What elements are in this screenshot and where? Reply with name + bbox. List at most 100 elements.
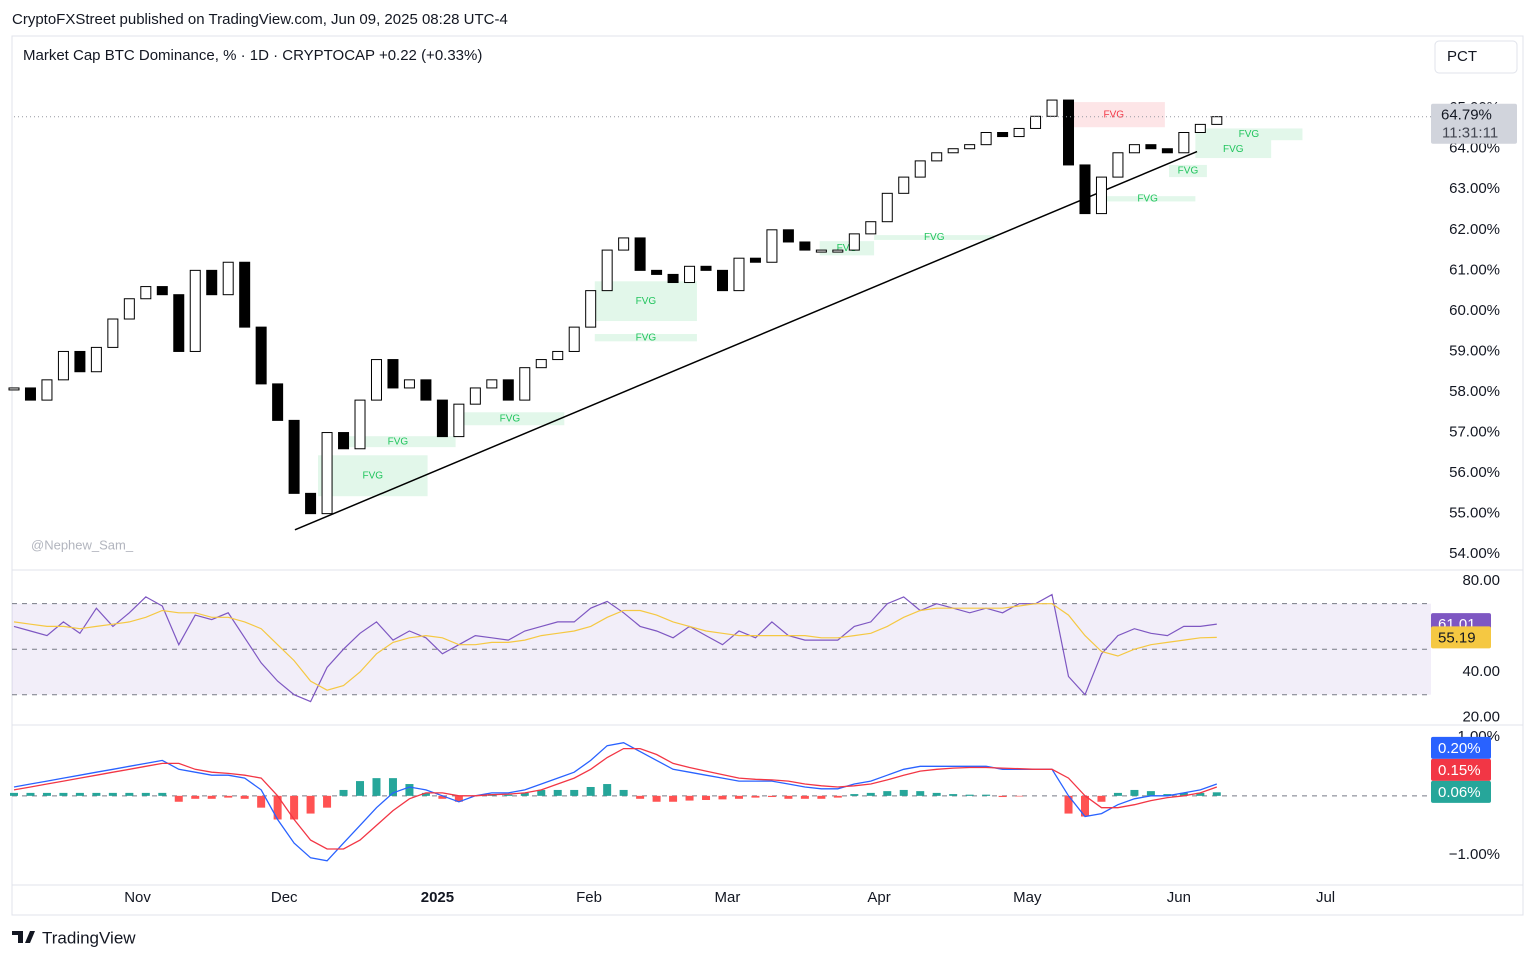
publish-header: CryptoFXStreet published on TradingView.… [12, 11, 508, 28]
y-tick-label: 58.00% [1449, 383, 1500, 400]
macd-line [13, 742, 1218, 862]
candle [651, 269, 663, 275]
fvg-label: FVG [1223, 144, 1244, 155]
histogram-bar [1130, 789, 1139, 796]
histogram-bar [125, 792, 134, 796]
fvg-label: FVG [636, 296, 657, 307]
histogram-bar [883, 791, 892, 796]
macd-line [13, 747, 1218, 850]
candle [568, 326, 580, 352]
histogram-bar [603, 784, 612, 796]
candle [865, 221, 877, 235]
histogram-bar [636, 795, 645, 799]
candle [898, 176, 910, 194]
candle [90, 346, 102, 373]
histogram-bar [718, 795, 727, 800]
candle [502, 379, 514, 401]
candle [848, 233, 860, 251]
macd-value-badge: 0.20% [1438, 740, 1481, 757]
last-price-bg [1431, 103, 1517, 144]
candle [8, 387, 20, 391]
tradingview-logo [12, 931, 35, 943]
fvg-label: FVG [362, 470, 383, 481]
histogram-bar [207, 795, 216, 799]
scale-button-label[interactable]: PCT [1447, 48, 1477, 65]
histogram-bar [652, 795, 661, 802]
candle [815, 249, 827, 253]
candle [338, 432, 350, 450]
histogram-bar [1196, 792, 1205, 796]
histogram-bar [619, 789, 628, 796]
candle [997, 132, 1009, 138]
macd-value-badge: 0.15% [1438, 762, 1481, 779]
candle [305, 492, 317, 515]
histogram-bar [59, 792, 68, 796]
scale-button[interactable] [1434, 40, 1518, 74]
histogram-bar [306, 795, 315, 814]
candle [387, 359, 399, 389]
x-tick-label: Nov [124, 889, 151, 906]
histogram-bar [702, 795, 711, 800]
fvg-label: FVG [1239, 129, 1260, 140]
histogram-bar [982, 794, 991, 796]
histogram-bar [356, 781, 365, 796]
y-tick-label: 57.00% [1449, 424, 1500, 441]
candle [799, 241, 811, 251]
candle [156, 286, 168, 296]
histogram-bar [290, 795, 299, 820]
histogram-bar [26, 792, 35, 796]
histogram-bar [998, 795, 1007, 798]
histogram-bar [405, 784, 414, 796]
histogram-bar [833, 795, 842, 798]
candle [717, 269, 728, 292]
candle [41, 379, 53, 401]
fvg-label: FVG [388, 436, 409, 447]
candle [74, 350, 86, 373]
histogram-bar [817, 795, 826, 799]
candle [239, 261, 251, 328]
candle [1112, 152, 1124, 178]
rsi-value-badge-bg [1431, 626, 1491, 649]
x-tick-label: May [1013, 889, 1042, 906]
histogram-bar [751, 795, 760, 798]
candle [667, 273, 679, 284]
candle [964, 144, 976, 150]
histogram-bar [1097, 795, 1106, 802]
histogram-bar [257, 795, 266, 808]
histogram-bar [421, 792, 430, 796]
histogram-bar [669, 795, 678, 802]
y-tick-label: 55.00% [1449, 505, 1500, 522]
candle [1046, 99, 1058, 117]
fvg-label: FVG [500, 413, 521, 424]
candle [1128, 144, 1140, 154]
histogram-bar [273, 795, 282, 820]
candle [436, 399, 448, 438]
x-tick-label: Apr [867, 889, 890, 906]
macd-value-badge-bg [1431, 780, 1491, 803]
candle [486, 379, 498, 389]
candle [107, 318, 119, 348]
rsi-value-badge: 55.19 [1438, 629, 1476, 646]
footer-brand: TradingView [42, 928, 136, 947]
histogram-bar [1113, 792, 1122, 796]
histogram-bar [899, 789, 908, 796]
logo-icon [12, 931, 35, 943]
histogram-bar [586, 786, 595, 796]
fvg-zone [1195, 128, 1303, 141]
candle [255, 326, 267, 385]
histogram-bar [1064, 795, 1073, 814]
candle [552, 350, 564, 361]
candle [24, 387, 36, 401]
fvg-label: FVG [636, 332, 657, 343]
histogram-bar [1080, 795, 1089, 817]
candle [222, 261, 234, 296]
candle [585, 290, 597, 328]
candle [601, 249, 613, 292]
fvg-zone [340, 436, 456, 448]
candle [140, 286, 152, 300]
histogram-bar [866, 792, 875, 796]
histogram-bar [685, 795, 694, 801]
candle [980, 132, 992, 146]
rsi-line [13, 593, 1217, 703]
histogram-bar [800, 795, 809, 799]
